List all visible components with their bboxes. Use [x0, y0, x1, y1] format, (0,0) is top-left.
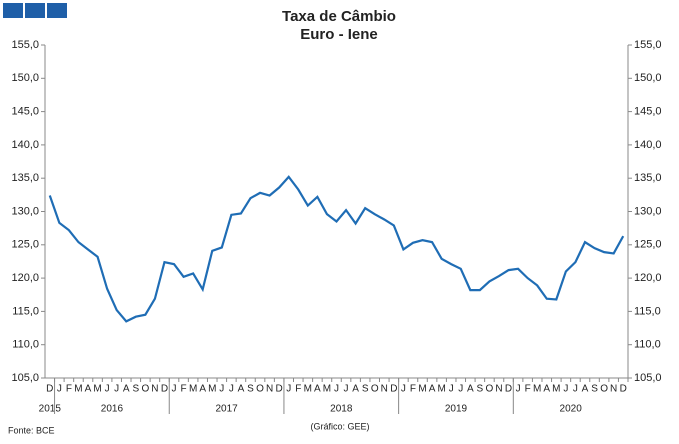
x-tick-label: M — [437, 384, 445, 395]
y-tick-label: 125,0 — [11, 239, 39, 251]
x-tick-label: A — [85, 384, 92, 395]
x-tick-label: J — [573, 384, 578, 395]
x-tick-label: J — [334, 384, 339, 395]
year-label: 2017 — [215, 404, 238, 415]
x-tick-label: F — [525, 384, 531, 395]
x-tick-label: J — [458, 384, 463, 395]
y2-tick-label: 110,0 — [634, 339, 661, 351]
x-tick-label: F — [66, 384, 72, 395]
chart-subtitle: Euro - Iene — [300, 26, 378, 43]
x-tick-label: M — [323, 384, 331, 395]
x-tick-label: J — [219, 384, 224, 395]
x-tick-label: J — [401, 384, 406, 395]
x-tick-label: A — [429, 384, 436, 395]
x-tick-label: N — [266, 384, 273, 395]
x-tick-label: S — [477, 384, 484, 395]
logo-block — [25, 3, 45, 18]
x-tick-label: D — [161, 384, 168, 395]
year-label: 2016 — [101, 404, 124, 415]
year-label: 2018 — [330, 404, 353, 415]
year-label: 2019 — [445, 404, 468, 415]
x-tick-label: A — [314, 384, 321, 395]
x-tick-label: F — [295, 384, 301, 395]
x-tick-label: A — [543, 384, 550, 395]
y2-tick-label: 150,0 — [634, 72, 662, 84]
y2-tick-label: 145,0 — [634, 106, 662, 118]
y2-tick-label: 115,0 — [634, 305, 661, 317]
x-tick-label: M — [533, 384, 541, 395]
x-tick-label: J — [105, 384, 110, 395]
year-label: 2015 — [39, 404, 62, 415]
x-tick-label: M — [304, 384, 312, 395]
logo-block — [47, 3, 67, 18]
x-tick-label: J — [172, 384, 177, 395]
x-tick-label: J — [344, 384, 349, 395]
x-tick-label: M — [93, 384, 101, 395]
y-tick-label: 145,0 — [11, 106, 39, 118]
x-tick-label: O — [600, 384, 608, 395]
x-tick-label: A — [123, 384, 130, 395]
x-tick-label: A — [467, 384, 474, 395]
x-tick-label: N — [495, 384, 502, 395]
x-tick-label: M — [189, 384, 197, 395]
y2-tick-label: 140,0 — [634, 139, 662, 151]
x-tick-label: O — [371, 384, 379, 395]
x-tick-label: D — [390, 384, 397, 395]
series-line — [48, 175, 625, 323]
x-tick-label: N — [381, 384, 388, 395]
y-tick-label: 135,0 — [11, 172, 39, 184]
x-tick-label: F — [410, 384, 416, 395]
y-tick-label: 110,0 — [12, 339, 39, 351]
x-tick-label: S — [362, 384, 369, 395]
x-tick-label: M — [418, 384, 426, 395]
x-tick-label: J — [563, 384, 568, 395]
x-tick-label: D — [46, 384, 53, 395]
y2-tick-label: 125,0 — [634, 239, 662, 251]
y-tick-label: 155,0 — [11, 39, 39, 51]
y2-tick-label: 105,0 — [634, 372, 662, 384]
x-tick-label: D — [620, 384, 627, 395]
chart-title: Taxa de Câmbio — [282, 8, 396, 25]
y-tick-label: 115,0 — [12, 305, 39, 317]
x-tick-label: N — [610, 384, 617, 395]
x-tick-label: S — [591, 384, 598, 395]
x-tick-label: A — [238, 384, 245, 395]
y2-tick-label: 135,0 — [634, 172, 662, 184]
year-label: 2020 — [560, 404, 583, 415]
x-tick-label: M — [208, 384, 216, 395]
x-tick-label: J — [286, 384, 291, 395]
x-tick-label: J — [449, 384, 454, 395]
x-tick-label: A — [582, 384, 589, 395]
y-tick-label: 130,0 — [11, 205, 39, 217]
x-tick-label: M — [552, 384, 560, 395]
y-tick-label: 140,0 — [11, 139, 39, 151]
x-tick-label: S — [132, 384, 139, 395]
y-tick-label: 150,0 — [11, 72, 39, 84]
credit-note: (Gráfico: GEE) — [310, 421, 369, 431]
x-tick-label: O — [486, 384, 494, 395]
x-tick-label: J — [516, 384, 521, 395]
y2-tick-label: 155,0 — [634, 39, 662, 51]
source-note: Fonte: BCE — [8, 425, 55, 435]
y-tick-label: 120,0 — [11, 272, 39, 284]
x-tick-label: S — [247, 384, 254, 395]
x-tick-label: A — [352, 384, 359, 395]
x-tick-label: D — [276, 384, 283, 395]
x-tick-label: J — [229, 384, 234, 395]
x-tick-label: O — [141, 384, 149, 395]
logo-block — [3, 3, 23, 18]
x-tick-label: M — [74, 384, 82, 395]
x-tick-label: J — [114, 384, 119, 395]
x-tick-label: J — [57, 384, 62, 395]
x-tick-label: F — [181, 384, 187, 395]
x-tick-label: D — [505, 384, 512, 395]
y-tick-label: 105,0 — [11, 372, 39, 384]
x-tick-label: O — [256, 384, 264, 395]
y2-tick-label: 130,0 — [634, 205, 662, 217]
x-tick-label: A — [199, 384, 206, 395]
x-tick-label: N — [151, 384, 158, 395]
y2-tick-label: 120,0 — [634, 272, 662, 284]
